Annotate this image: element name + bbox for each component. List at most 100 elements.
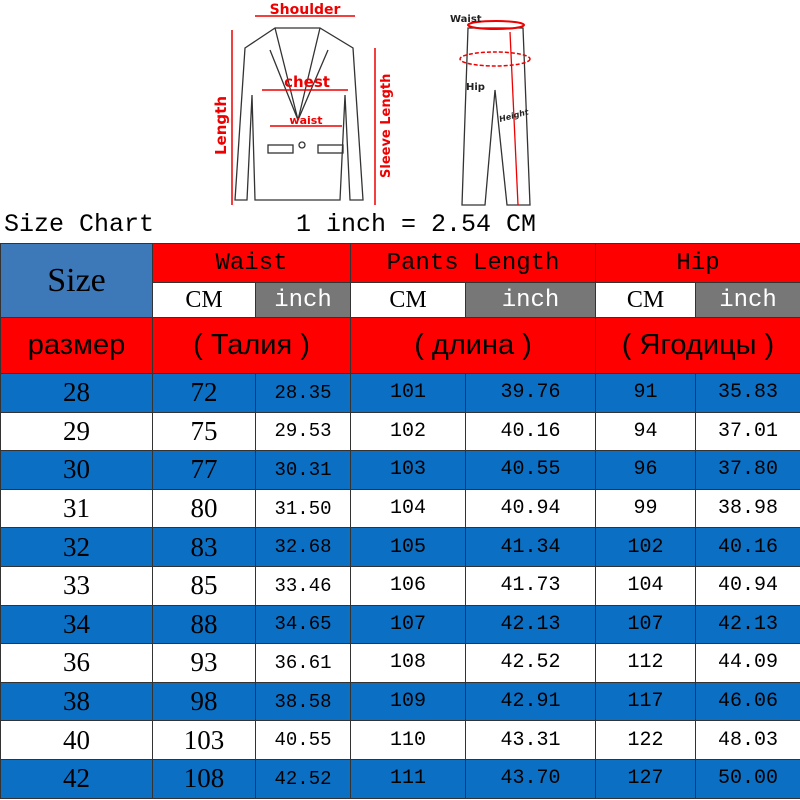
waist-inch-cell: 29.53: [254, 411, 352, 452]
hip-inch-cell: 37.80: [695, 450, 800, 490]
size-cell: 29: [0, 411, 153, 452]
waist-header: Waist: [151, 243, 352, 283]
size-cell: 38: [0, 681, 153, 722]
table-row: 32 83 32.68 105 41.34 102 40.16: [0, 527, 800, 567]
waist-cm-cell: 80: [152, 488, 256, 529]
size-table: Size Waist Pants Length Hip CM inch CM i…: [0, 243, 800, 799]
hip-cm-cell: 127: [595, 758, 697, 799]
length-inch-cell: 42.52: [465, 643, 597, 683]
waist-cm-cell: 75: [152, 411, 256, 452]
size-cell: 34: [0, 604, 153, 645]
length-cm-cell: 108: [350, 643, 467, 683]
length-cm-cell: 110: [350, 720, 467, 760]
chest-label: chest: [284, 73, 330, 91]
jacket-illustration: [234, 27, 364, 201]
unit-conversion: 1 inch = 2.54 CM: [296, 210, 537, 239]
hip-cm-cell: 99: [595, 488, 697, 529]
sleeve-length-label: Sleeve Length: [379, 74, 394, 178]
waist-inch-cell: 36.61: [254, 643, 352, 683]
unit-header: CM: [350, 282, 467, 318]
table-row: 40 103 40.55 110 43.31 122 48.03: [0, 720, 800, 760]
table-row: 31 80 31.50 104 40.94 99 38.98: [0, 488, 800, 529]
size-cell: 32: [0, 527, 153, 567]
waist-inch-cell: 31.50: [254, 488, 352, 529]
size-cell: 40: [0, 720, 153, 760]
size-cell: 28: [0, 373, 153, 413]
hip-cm-cell: 112: [595, 643, 697, 683]
length-cm-cell: 109: [350, 681, 467, 722]
length-cm-cell: 111: [350, 758, 467, 799]
unit-header: CM: [152, 282, 256, 318]
hip-inch-cell: 35.83: [695, 373, 800, 413]
hip-cm-cell: 94: [595, 411, 697, 452]
hip-cm-cell: 107: [595, 604, 697, 645]
waist-inch-cell: 30.31: [254, 450, 352, 490]
chart-title: Size Chart: [4, 210, 155, 239]
table-row: 28 72 28.35 101 39.76 91 35.83: [0, 373, 800, 413]
length-label: Length: [212, 96, 230, 155]
length-cm-cell: 103: [350, 450, 467, 490]
pants-illustration: [459, 20, 531, 206]
length-inch-cell: 41.73: [465, 565, 597, 606]
waist-cm-cell: 88: [152, 604, 256, 645]
hip-cm-cell: 104: [595, 565, 697, 606]
shoulder-label: Shoulder: [270, 2, 341, 18]
unit-header: inch: [254, 282, 352, 318]
table-row: 36 93 36.61 108 42.52 112 44.09: [0, 643, 800, 683]
table-row: 38 98 38.58 109 42.91 117 46.06: [0, 681, 800, 722]
hip-inch-cell: 44.09: [695, 643, 800, 683]
hip-inch-cell: 40.94: [695, 565, 800, 606]
hip-inch-cell: 46.06: [695, 681, 800, 722]
size-cell: 42: [0, 758, 153, 799]
waist-cm-cell: 77: [152, 450, 256, 490]
hip-inch-cell: 48.03: [695, 720, 800, 760]
length-cm-cell: 101: [350, 373, 467, 413]
pants-length-header: Pants Length: [350, 243, 597, 283]
waist-cm-cell: 98: [152, 681, 256, 722]
waist-cm-cell: 72: [152, 373, 256, 413]
length-cm-cell: 104: [350, 488, 467, 529]
waist-inch-cell: 34.65: [254, 604, 352, 645]
hip-inch-cell: 50.00: [695, 758, 800, 799]
waist-label: waist: [289, 114, 322, 127]
hip-inch-cell: 42.13: [695, 604, 800, 645]
hip-cm-cell: 117: [595, 681, 697, 722]
length-inch-cell: 41.34: [465, 527, 597, 567]
russian-waist-header: ( Талия ): [151, 317, 352, 374]
waist-cm-cell: 103: [152, 720, 256, 760]
length-cm-cell: 107: [350, 604, 467, 645]
hip-cm-cell: 102: [595, 527, 697, 567]
length-inch-cell: 40.16: [465, 411, 597, 452]
table-row: 33 85 33.46 106 41.73 104 40.94: [0, 565, 800, 606]
unit-header: inch: [695, 282, 800, 318]
hip-cm-cell: 96: [595, 450, 697, 490]
caption-line: Size Chart 1 inch = 2.54 CM: [4, 210, 800, 242]
length-inch-cell: 42.91: [465, 681, 597, 722]
waist-inch-cell: 28.35: [254, 373, 352, 413]
russian-length-header: ( длина ): [350, 317, 597, 374]
table-row: 34 88 34.65 107 42.13 107 42.13: [0, 604, 800, 645]
table-row: 30 77 30.31 103 40.55 96 37.80: [0, 450, 800, 490]
hip-inch-cell: 37.01: [695, 411, 800, 452]
waist-cm-cell: 83: [152, 527, 256, 567]
russian-size-header: размер: [0, 317, 153, 374]
waist-inch-cell: 32.68: [254, 527, 352, 567]
hip-header: Hip: [595, 243, 800, 283]
pants-waist-label: Waist: [450, 14, 482, 25]
length-inch-cell: 43.70: [465, 758, 597, 799]
size-cell: 36: [0, 643, 153, 683]
waist-inch-cell: 40.55: [254, 720, 352, 760]
russian-hip-header: ( Ягодицы ): [595, 317, 800, 374]
hip-inch-cell: 38.98: [695, 488, 800, 529]
size-cell: 33: [0, 565, 153, 606]
hip-cm-cell: 122: [595, 720, 697, 760]
hip-inch-cell: 40.16: [695, 527, 800, 567]
table-row: 29 75 29.53 102 40.16 94 37.01: [0, 411, 800, 452]
length-cm-cell: 106: [350, 565, 467, 606]
waist-cm-cell: 108: [152, 758, 256, 799]
waist-cm-cell: 93: [152, 643, 256, 683]
table-row: 42 108 42.52 111 43.70 127 50.00: [0, 758, 800, 799]
length-inch-cell: 43.31: [465, 720, 597, 760]
unit-header: CM: [595, 282, 697, 318]
length-inch-cell: 40.94: [465, 488, 597, 529]
